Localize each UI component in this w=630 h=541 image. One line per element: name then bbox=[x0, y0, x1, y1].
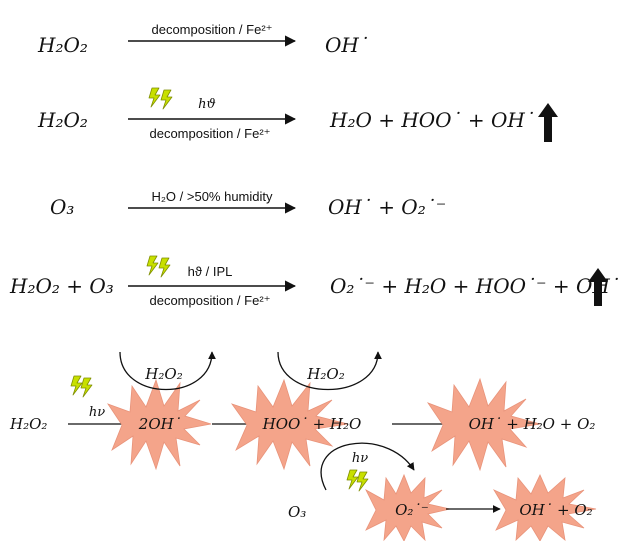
mechanism-scheme: H₂O₂ hν 2OH˙ H₂O₂ HOO˙ + H₂O H₂O₂ OH˙ + … bbox=[9, 351, 597, 541]
lightning-icon bbox=[148, 87, 173, 110]
scheme-loop-2 bbox=[277, 351, 382, 390]
reaction-3-condition: H₂O / >50% humidity bbox=[151, 189, 273, 204]
reaction-1-reactant: H₂O₂ bbox=[37, 33, 88, 57]
reaction-3-product: OH˙ + O₂˙⁻ bbox=[328, 195, 446, 219]
scheme-ozone: O₃ bbox=[288, 503, 306, 521]
scheme-burst-2-label: HOO˙ + H₂O bbox=[262, 415, 362, 433]
scheme-loop-1 bbox=[119, 351, 216, 391]
reaction-2-condition: decomposition / Fe²⁺ bbox=[149, 126, 270, 141]
lightning-icon bbox=[346, 469, 369, 492]
scheme-loop-2-reagent: H₂O₂ bbox=[306, 365, 344, 383]
burst-shape bbox=[492, 474, 597, 541]
scheme-ozone-light: hν bbox=[352, 451, 368, 466]
reaction-4-condition: decomposition / Fe²⁺ bbox=[149, 293, 270, 308]
scheme-burst-3-label: OH˙ + H₂O + O₂ bbox=[469, 415, 596, 433]
reaction-2: H₂O₂ hϑ decomposition / Fe²⁺ H₂O + HOO˙ … bbox=[37, 87, 558, 142]
reaction-2-light-label: hϑ bbox=[198, 97, 216, 112]
reaction-2-product: H₂O + HOO˙ + OH˙ bbox=[329, 108, 535, 132]
up-arrow-icon bbox=[538, 103, 558, 142]
reaction-3: O₃ H₂O / >50% humidity OH˙ + O₂˙⁻ bbox=[50, 189, 446, 219]
reaction-4-reactant: H₂O₂ + O₃ bbox=[9, 274, 114, 298]
scheme-burst-5-label: OH˙ + O₂ bbox=[519, 501, 592, 519]
scheme-burst-1-label: 2OH˙ bbox=[138, 415, 181, 433]
reaction-1-condition: decomposition / Fe²⁺ bbox=[151, 22, 272, 37]
scheme-ozone-arc bbox=[320, 442, 415, 491]
scheme-step1-light: hν bbox=[89, 405, 105, 420]
reaction-4-product: O₂˙⁻ + H₂O + HOO˙⁻ + OH˙ bbox=[330, 274, 620, 298]
reaction-4: H₂O₂ + O₃ hϑ / IPL decomposition / Fe²⁺ … bbox=[9, 255, 620, 308]
scheme-burst-4-label: O₂˙⁻ bbox=[395, 501, 429, 519]
burst-shape bbox=[106, 378, 212, 471]
lightning-icon bbox=[70, 375, 93, 398]
reaction-1-product: OH˙ bbox=[325, 33, 369, 57]
burst-shape bbox=[230, 378, 349, 471]
reaction-1: H₂O₂ decomposition / Fe²⁺ OH˙ bbox=[37, 22, 369, 57]
burst-shape bbox=[426, 377, 541, 472]
lightning-icon bbox=[146, 255, 171, 278]
scheme-loop-1-reagent: H₂O₂ bbox=[144, 365, 182, 383]
reaction-3-reactant: O₃ bbox=[50, 195, 74, 219]
scheme-start: H₂O₂ bbox=[9, 415, 47, 433]
reaction-2-reactant: H₂O₂ bbox=[37, 108, 88, 132]
up-arrow-icon bbox=[588, 268, 608, 306]
reaction-4-light-label: hϑ / IPL bbox=[188, 264, 233, 279]
burst-shape bbox=[365, 473, 451, 541]
